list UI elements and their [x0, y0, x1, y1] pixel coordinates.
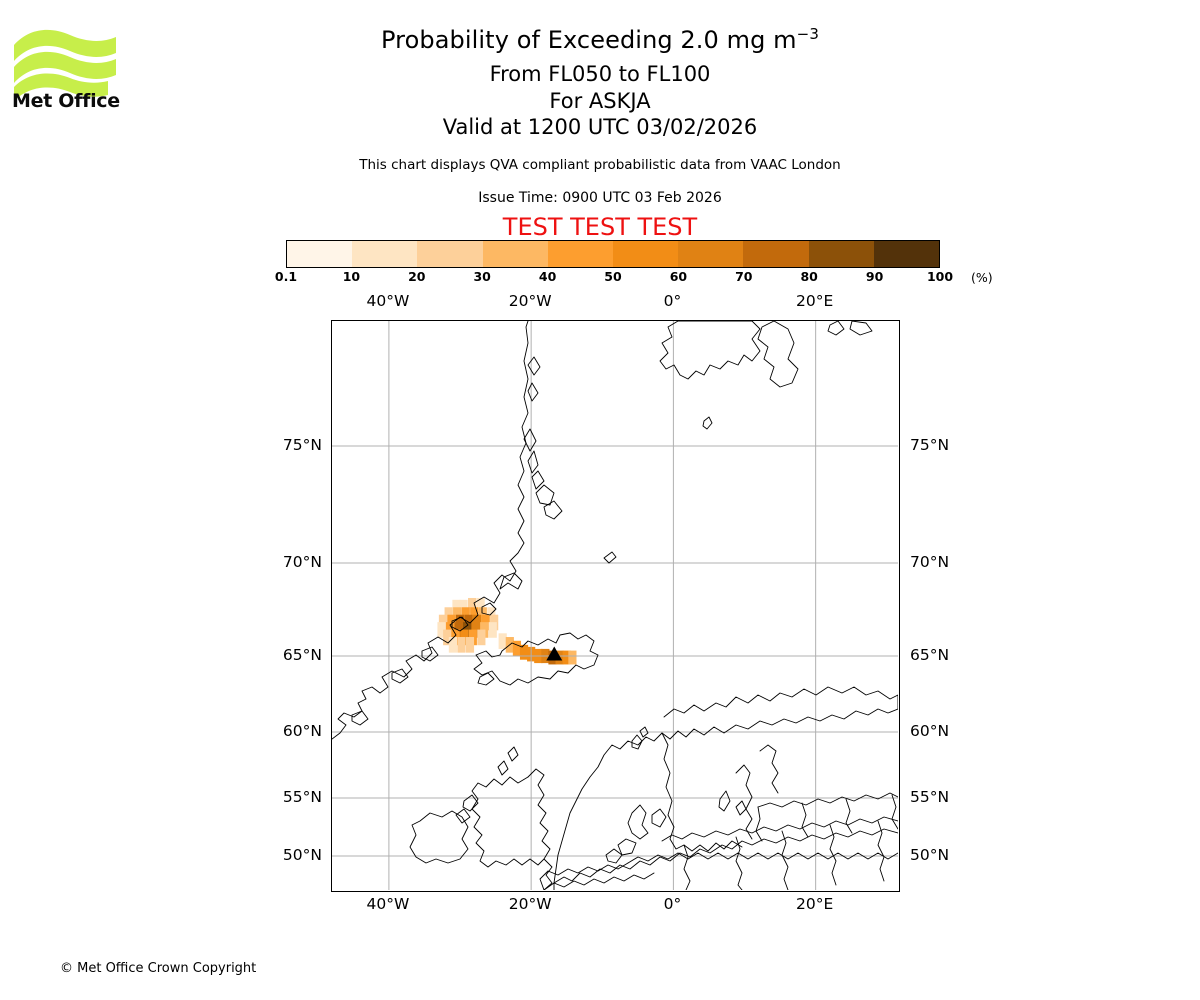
plume-cell: [476, 597, 485, 614]
probability-colorbar: [286, 240, 940, 268]
colorbar-tick-90: 90: [865, 269, 884, 284]
colorbar-band-0: [287, 241, 353, 267]
plume-cell: [457, 637, 466, 653]
volcano-subtitle: For ASKJA: [549, 89, 651, 113]
colorbar-tick-10: 10: [342, 269, 361, 284]
lat-label-right-50°N: 50°N: [910, 846, 950, 864]
lat-label-left-65°N: 65°N: [282, 646, 322, 664]
colorbar-band-3: [482, 241, 548, 267]
flight-level-subtitle: From FL050 to FL100: [489, 62, 711, 86]
coastlines: [332, 321, 898, 890]
plume-cell: [562, 650, 571, 665]
plume-cell: [437, 622, 446, 638]
brand-name: Met Office: [12, 90, 120, 112]
plume-cell: [465, 637, 475, 653]
map-gridlines: [332, 321, 898, 890]
page-title-exponent: −3: [796, 25, 819, 43]
lat-label-left-55°N: 55°N: [282, 788, 322, 806]
colorbar-band-9: [873, 241, 940, 267]
plume-cell: [519, 644, 529, 660]
lon-label-bottom-0°: 0°: [663, 895, 682, 913]
plume-cell: [443, 629, 452, 646]
copyright-notice: © Met Office Crown Copyright: [60, 961, 257, 976]
plume-cell: [468, 597, 477, 614]
colorbar-tick-70: 70: [735, 269, 753, 284]
colorbar-tick-labels: 0.1 10 20 30 40 50 60 70 80 90 100: [0, 269, 1200, 285]
lat-label-right-70°N: 70°N: [910, 553, 950, 571]
colorbar-band-5: [613, 241, 679, 267]
colorbar-band-1: [352, 241, 418, 267]
colorbar-tick-20: 20: [408, 269, 426, 284]
colorbar-tick-80: 80: [800, 269, 818, 284]
lat-label-right-75°N: 75°N: [910, 436, 950, 454]
colorbar-tick-30: 30: [473, 269, 491, 284]
plume-cell: [512, 640, 522, 657]
issue-time-label: Issue Time: 0900 UTC 03 Feb 2026: [478, 190, 722, 206]
lat-label-left-75°N: 75°N: [282, 436, 322, 454]
lon-label-bottom-40°W: 40°W: [366, 895, 410, 913]
met-office-waves-logo: [12, 25, 122, 115]
colorbar-band-7: [743, 241, 809, 267]
lat-label-left-50°N: 50°N: [282, 846, 322, 864]
plume-cell: [448, 637, 458, 653]
colorbar-tick-60: 60: [669, 269, 688, 284]
ash-probability-map[interactable]: [331, 320, 900, 892]
lat-label-right-60°N: 60°N: [910, 722, 950, 740]
valid-time-subtitle: Valid at 1200 UTC 03/02/2026: [442, 115, 758, 139]
colorbar-band-6: [678, 241, 744, 267]
lat-label-left-60°N: 60°N: [282, 722, 322, 740]
page-title-text: Probability of Exceeding 2.0 mg m: [381, 26, 797, 54]
colorbar-tick-40: 40: [538, 269, 557, 284]
colorbar-tick-100: 100: [926, 269, 954, 284]
colorbar-tick-0.1: 0.1: [274, 269, 298, 284]
lon-label-top-20°E: 20°E: [796, 292, 834, 310]
colorbar-band-4: [547, 241, 614, 267]
lon-label-bottom-20°W: 20°W: [508, 895, 552, 913]
page-title: Probability of Exceeding 2.0 mg m−3: [0, 25, 1200, 54]
askja-volcano-triangle: [546, 646, 563, 661]
lat-label-right-65°N: 65°N: [910, 646, 950, 664]
colorbar-band-2: [417, 241, 483, 267]
colorbar-unit-label: (%): [971, 270, 993, 285]
qva-compliance-note: This chart displays QVA compliant probab…: [359, 157, 841, 173]
lat-label-right-55°N: 55°N: [910, 788, 950, 806]
askja-volcano-marker: [546, 646, 563, 661]
colorbar-tick-50: 50: [604, 269, 622, 284]
lon-label-top-20°W: 20°W: [508, 292, 552, 310]
test-banner: TEST TEST TEST: [502, 213, 698, 241]
lon-label-top-0°: 0°: [663, 292, 682, 310]
plume-cell: [477, 629, 486, 646]
plume-cell: [568, 650, 577, 665]
plume-cell: [498, 633, 507, 649]
lat-label-left-70°N: 70°N: [282, 553, 322, 571]
colorbar-band-8: [808, 241, 874, 267]
lon-label-top-40°W: 40°W: [366, 292, 410, 310]
lon-label-bottom-20°E: 20°E: [796, 895, 834, 913]
plume-cell: [488, 622, 497, 638]
